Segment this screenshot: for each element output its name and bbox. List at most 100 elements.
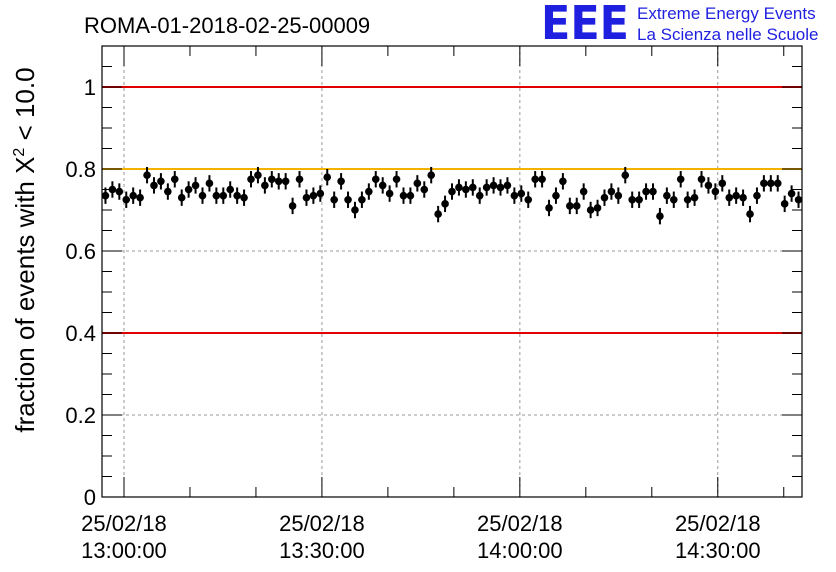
data-point	[621, 166, 630, 184]
data-point	[704, 177, 713, 194]
data-point	[482, 179, 491, 196]
marker	[392, 175, 401, 184]
marker	[787, 189, 796, 198]
marker	[489, 181, 498, 190]
x-tick-label-date: 25/02/18	[81, 511, 167, 536]
data-point	[434, 205, 442, 223]
marker	[378, 181, 387, 190]
y-tick-label: 1	[84, 75, 96, 100]
data-point	[676, 171, 685, 188]
data-point	[351, 201, 359, 219]
eee-logo-mark: EEE	[541, 0, 629, 50]
marker	[579, 187, 588, 196]
data-point	[566, 197, 574, 215]
x-tick-labels: 25/02/1813:00:0025/02/1813:30:0025/02/18…	[81, 511, 760, 563]
marker	[593, 204, 602, 212]
marker	[177, 193, 186, 202]
eee-logo: EEE Extreme Energy Events La Scienza nel…	[541, 0, 818, 50]
data-point	[448, 183, 456, 200]
marker	[614, 191, 623, 200]
marker	[441, 200, 449, 208]
marker	[510, 191, 519, 200]
data-point	[538, 171, 546, 188]
marker	[164, 187, 172, 196]
plot-frame	[101, 45, 803, 498]
marker	[254, 171, 262, 179]
data-point	[302, 189, 311, 206]
marker	[586, 206, 595, 214]
data-point	[441, 195, 449, 213]
marker	[773, 179, 782, 188]
marker	[676, 175, 685, 184]
grid	[102, 46, 802, 498]
x-tick-label-date: 25/02/18	[279, 511, 365, 536]
marker	[226, 185, 235, 194]
marker	[780, 200, 789, 208]
marker	[503, 181, 512, 190]
data-point	[274, 173, 283, 190]
marker	[552, 191, 560, 200]
data-point	[129, 187, 137, 204]
marker	[184, 185, 193, 194]
marker	[656, 212, 664, 220]
data-point	[725, 189, 734, 206]
data-point	[101, 187, 110, 204]
marker	[628, 195, 636, 204]
marker	[566, 202, 574, 210]
x-tick-label-time: 13:00:00	[81, 538, 167, 563]
marker	[434, 210, 442, 218]
marker	[191, 181, 200, 190]
marker	[261, 181, 269, 190]
data-point	[420, 181, 429, 198]
marker	[115, 187, 124, 196]
data-point	[295, 171, 304, 188]
data-point	[191, 177, 200, 194]
marker	[351, 206, 359, 214]
marker	[704, 181, 713, 190]
data-point	[462, 181, 470, 198]
data-point	[690, 189, 699, 206]
data-point	[122, 191, 131, 208]
marker	[482, 183, 491, 192]
data-point	[115, 183, 124, 200]
data-point	[753, 187, 761, 204]
marker	[101, 191, 110, 200]
data-point	[455, 179, 463, 196]
y-tick-label: 0.2	[65, 403, 96, 428]
marker	[455, 183, 463, 192]
y-tick-label: 0.6	[65, 239, 96, 264]
data-point	[385, 185, 394, 202]
data-point	[760, 175, 768, 192]
marker	[725, 193, 734, 202]
data-point	[184, 181, 193, 198]
data-point	[406, 187, 415, 204]
data-point	[358, 191, 366, 208]
marker	[475, 191, 484, 200]
data-point	[399, 187, 408, 204]
marker	[129, 191, 137, 200]
marker	[663, 191, 671, 200]
data-point	[517, 185, 526, 202]
data-point	[157, 173, 165, 190]
data-point	[780, 195, 789, 213]
data-point	[371, 171, 380, 188]
marker	[690, 193, 699, 202]
data-point	[337, 173, 345, 190]
data-point	[177, 189, 186, 206]
data-point	[219, 187, 228, 204]
marker	[170, 175, 179, 184]
data-point	[663, 187, 671, 204]
data-point	[642, 183, 650, 200]
marker	[794, 195, 803, 204]
data-points	[101, 166, 803, 225]
marker	[122, 195, 131, 204]
marker	[413, 179, 422, 188]
data-point	[475, 187, 484, 204]
marker	[718, 179, 727, 188]
data-point	[656, 207, 664, 225]
marker	[371, 175, 380, 184]
data-point	[378, 177, 387, 194]
marker	[358, 195, 366, 204]
data-point	[649, 183, 657, 200]
